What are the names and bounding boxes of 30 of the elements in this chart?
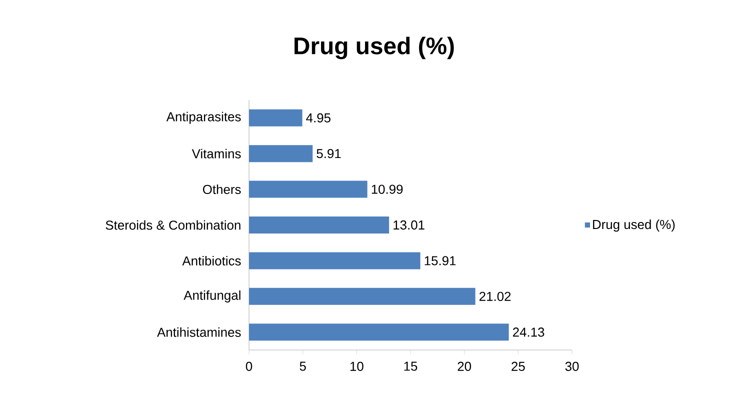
x-tick-label: 25 <box>512 362 525 371</box>
y-tick-label: Steroids & Combination <box>106 220 240 230</box>
x-tick-label: 10 <box>350 362 364 371</box>
x-tick-label: 20 <box>458 362 472 371</box>
bar <box>249 252 420 270</box>
y-tick-label: Antiparasites <box>166 112 241 124</box>
x-tick-label: 15 <box>404 362 418 371</box>
data-label: 4.95 <box>306 113 330 122</box>
y-tick-label: Antihistamines <box>157 327 241 337</box>
y-tick-label: Antifungal <box>184 290 240 302</box>
x-tick-label: 30 <box>565 362 579 371</box>
data-label: 15.91 <box>424 256 456 266</box>
bar <box>249 180 368 198</box>
y-tick-label: Others <box>202 184 241 194</box>
data-label: 21.02 <box>480 292 511 302</box>
bar <box>249 109 302 126</box>
data-label: 24.13 <box>512 328 544 337</box>
legend-label: Drug used (%) <box>593 220 675 232</box>
bar <box>249 324 509 341</box>
y-tick-label: Vitamins <box>192 148 241 158</box>
bar <box>249 216 390 234</box>
bar <box>249 288 476 305</box>
data-label: 13.01 <box>394 220 424 230</box>
x-tick-label: 0 <box>246 362 252 371</box>
bar <box>249 145 313 162</box>
data-label: 10.99 <box>372 184 403 194</box>
chart-title: Drug used (%) <box>294 36 454 60</box>
data-label: 5.91 <box>316 148 341 158</box>
x-tick-label: 5 <box>300 362 306 371</box>
y-tick-label: Antibiotics <box>182 256 241 266</box>
